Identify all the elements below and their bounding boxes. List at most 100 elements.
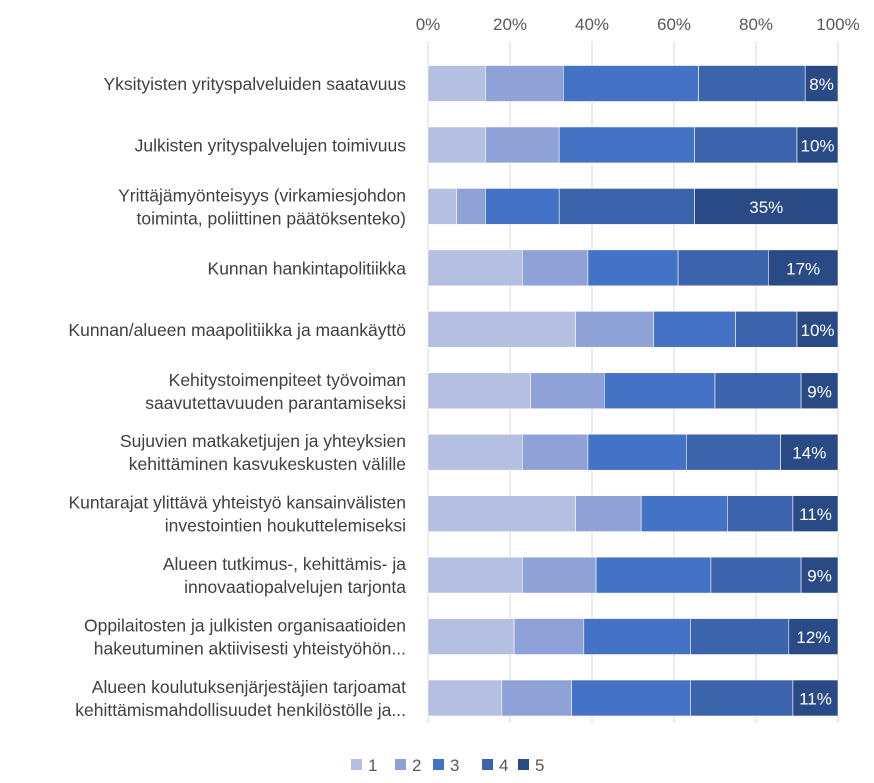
bar-segment-3 — [485, 188, 560, 225]
bar-segment-5 — [800, 556, 839, 594]
legend-swatch-1 — [351, 759, 362, 770]
bar-segment-3 — [603, 372, 716, 410]
bar-segment-2 — [513, 618, 585, 655]
bar-segment-3 — [571, 679, 691, 717]
bar-segment-4 — [694, 126, 798, 164]
category-labels: Yksityisten yrityspalveluiden saatavuus J… — [68, 74, 406, 720]
bar-segment-2 — [530, 372, 605, 410]
bar-segment-1 — [427, 310, 576, 348]
bar-segment-1 — [427, 249, 523, 287]
bar-segment-4 — [735, 310, 798, 348]
category-label: investointien houkuttelemiseksi — [165, 516, 406, 536]
bar-segment-5 — [788, 618, 839, 655]
legend-label: 1 — [368, 756, 377, 775]
category-label: Julkisten yrityspalvelujen toimivuus — [135, 135, 407, 155]
bar-segment-3 — [587, 433, 687, 471]
bar-segment-2 — [485, 126, 560, 164]
data-labels: 8% 10% 35% 17% 10% 9% 14% 11% 9% 12% 11% — [749, 75, 834, 709]
bar-segment-1 — [427, 618, 515, 655]
legend-label: 4 — [499, 756, 508, 775]
x-tick-label: 20% — [493, 15, 527, 34]
bar-segment-4 — [698, 65, 806, 102]
data-label: 17% — [786, 259, 820, 278]
bar-segment-2 — [521, 433, 589, 471]
legend-swatch-4 — [482, 759, 493, 770]
category-label: Kunnan/alueen maapolitiikka ja maankäytt… — [68, 320, 406, 340]
data-label: 9% — [807, 567, 832, 586]
bar-segment-2 — [456, 188, 486, 225]
x-tick-label: 0% — [416, 15, 441, 34]
legend-label: 2 — [412, 756, 421, 775]
bar-segment-3 — [558, 126, 695, 164]
category-label: Kuntarajat ylittävä yhteistyö kansainväl… — [68, 493, 406, 513]
data-label: 10% — [800, 136, 834, 155]
legend-swatch-2 — [395, 759, 406, 770]
bar-segment-5 — [796, 126, 839, 164]
category-label: Alueen koulutuksenjärjestäjien tarjoamat — [92, 677, 406, 697]
bar-segment-3 — [595, 556, 712, 594]
bar-segment-5 — [780, 433, 839, 471]
bar-segment-3 — [640, 495, 728, 532]
bar-segment-3 — [653, 310, 736, 348]
bar-segment-5 — [767, 249, 839, 287]
category-label: Yrittäjämyönteisyys (virkamiesjohdon — [118, 185, 406, 205]
bar-segment-1 — [427, 126, 486, 164]
bar-segment-3 — [587, 249, 679, 287]
category-label: kehittämismahdollisuudet henkilöstölle j… — [75, 700, 406, 720]
x-axis-tick-labels: 0% 20% 40% 60% 80% 100% — [416, 15, 860, 34]
category-label: Alueen tutkimus-, kehittämis- ja — [163, 554, 406, 574]
bar-segment-1 — [427, 433, 523, 471]
bar-segment-5 — [804, 65, 839, 102]
bar-segment-1 — [427, 495, 576, 532]
category-label: innovaatiopalvelujen tarjonta — [184, 577, 406, 597]
legend-swatch-5 — [518, 759, 529, 770]
bar-segment-3 — [562, 65, 699, 102]
data-label: 12% — [796, 628, 830, 647]
bar-segment-4 — [558, 188, 695, 225]
legend: 1 2 3 4 5 — [351, 756, 544, 775]
data-label: 11% — [799, 690, 832, 709]
bar-segment-3 — [583, 618, 691, 655]
bar-segment-5 — [694, 188, 839, 225]
bar-segment-2 — [501, 679, 572, 717]
bar-segment-1 — [427, 188, 458, 225]
category-label: Oppilaitosten ja julkisten organisaatioi… — [84, 616, 406, 636]
data-label: 8% — [809, 75, 834, 94]
bar-segment-1 — [427, 65, 486, 102]
x-tick-label: 80% — [739, 15, 773, 34]
bar-segment-1 — [427, 679, 503, 717]
bar-segment-5 — [792, 495, 839, 532]
category-label: Yksityisten yrityspalveluiden saatavuus — [103, 74, 406, 94]
bar-segment-2 — [521, 249, 589, 287]
category-label: saavutettavuuden parantamiseksi — [145, 393, 406, 413]
bar-segment-2 — [521, 556, 597, 594]
legend-swatch-3 — [433, 759, 444, 770]
bars — [427, 65, 839, 717]
bar-segment-1 — [427, 372, 531, 410]
category-label: Kunnan hankintapolitiikka — [208, 258, 407, 278]
category-label: Kehitystoimenpiteet työvoiman — [169, 370, 406, 390]
legend-label: 5 — [535, 756, 544, 775]
category-label: toiminta, poliittinen päätöksenteko) — [137, 208, 406, 228]
bar-segment-4 — [690, 679, 794, 717]
category-label: kehittäminen kasvukeskusten välille — [129, 454, 406, 474]
data-label: 9% — [807, 382, 832, 401]
data-label: 11% — [799, 505, 832, 524]
bar-segment-4 — [714, 372, 802, 410]
x-tick-label: 40% — [575, 15, 609, 34]
x-tick-label: 60% — [657, 15, 691, 34]
bar-segment-4 — [690, 618, 790, 655]
category-label: Sujuvien matkaketjujen ja yhteyksien — [120, 431, 406, 451]
bar-segment-2 — [485, 65, 564, 102]
legend-label: 3 — [450, 756, 459, 775]
bar-segment-4 — [685, 433, 781, 471]
x-tick-label: 100% — [816, 15, 859, 34]
bar-segment-4 — [726, 495, 794, 532]
bar-segment-4 — [710, 556, 802, 594]
bar-segment-5 — [796, 310, 839, 348]
bar-segment-1 — [427, 556, 523, 594]
data-label: 14% — [792, 444, 826, 463]
bar-segment-5 — [800, 372, 839, 410]
bar-segment-4 — [677, 249, 769, 287]
